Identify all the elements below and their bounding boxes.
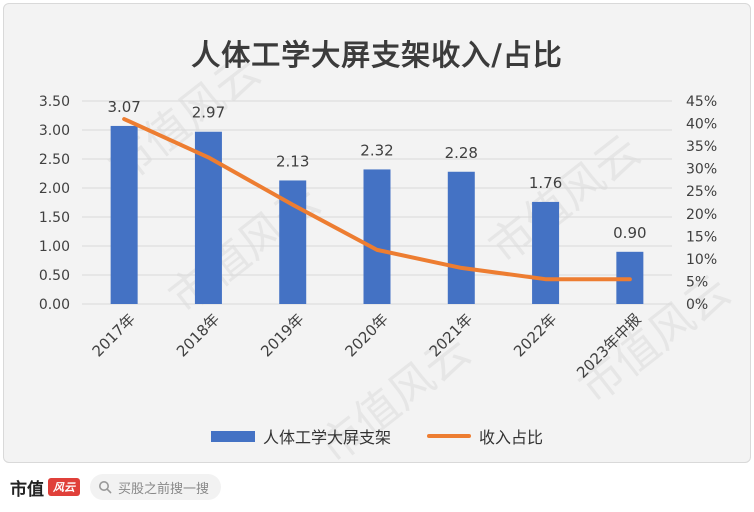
x-tick-label: 2018年 (173, 310, 223, 360)
legend-label-bar: 人体工学大屏支架 (262, 428, 391, 447)
y-left-tick-label: 3.50 (39, 94, 70, 110)
y-right-tick-label: 35% (686, 139, 717, 155)
brand-badge: 风云 (48, 478, 80, 496)
legend-label-line: 收入占比 (479, 428, 544, 447)
bar-data-label: 2.28 (445, 144, 478, 162)
x-tick-label: 2017年 (89, 310, 139, 360)
y-right-tick-label: 20% (686, 207, 717, 223)
bar (532, 201, 560, 304)
bar-data-label: 2.97 (192, 104, 225, 122)
x-tick-label: 2022年 (510, 310, 560, 360)
bar (447, 171, 475, 304)
brand-logo[interactable]: 市值 风云 (10, 475, 80, 500)
x-tick-label: 2020年 (341, 310, 391, 360)
y-left-tick-label: 0.50 (39, 268, 70, 284)
y-left-tick-label: 2.00 (39, 181, 70, 197)
y-right-tick-label: 5% (686, 274, 708, 290)
search-placeholder: 买股之前搜一搜 (118, 481, 210, 497)
bar (363, 169, 391, 304)
brand-name: 市值 (10, 479, 44, 500)
chart-title: 人体工学大屏支架收入/占比 (191, 38, 563, 72)
y-right-tick-label: 40% (686, 117, 717, 133)
footer-bar: 市值 风云 买股之前搜一搜 (0, 462, 754, 512)
y-right-tick-label: 15% (686, 229, 717, 245)
x-tick-label: 2021年 (426, 310, 476, 360)
bar-data-label: 2.32 (360, 141, 393, 159)
y-right-tick-label: 30% (686, 162, 717, 178)
bar-data-label: 3.07 (107, 98, 140, 116)
x-tick-label: 2023年中报 (573, 310, 645, 382)
x-tick-label: 2019年 (257, 310, 307, 360)
y-right-tick-label: 45% (686, 94, 717, 110)
y-left-tick-label: 0.00 (39, 297, 70, 313)
y-left-tick-label: 1.00 (39, 239, 70, 255)
legend-item-bar[interactable]: 人体工学大屏支架 (210, 424, 391, 448)
bar (110, 125, 138, 304)
chart-card: 市值风云 市值风云 市值风云 市值风云 市值风云 人体工学大屏支架收入/占比 0… (3, 3, 751, 463)
y-left-tick-label: 2.50 (39, 152, 70, 168)
bar-data-label: 0.90 (613, 224, 646, 242)
search-icon (99, 481, 112, 494)
search-box[interactable]: 买股之前搜一搜 (90, 474, 222, 500)
bar-data-label: 2.13 (276, 152, 309, 170)
legend-swatch-line (427, 434, 471, 438)
y-right-tick-label: 0% (686, 297, 708, 313)
legend-item-line[interactable]: 收入占比 (427, 424, 543, 448)
y-left-tick-label: 3.00 (39, 123, 70, 139)
y-right-tick-label: 25% (686, 184, 717, 200)
bar-data-label: 1.76 (529, 174, 562, 192)
y-left-tick-label: 1.50 (39, 210, 70, 226)
chart-plot: 0.00 0.50 1.00 1.50 2.00 2.50 3.00 3.50 0% 5% 10% 1… (39, 94, 717, 382)
y-right-tick-label: 10% (686, 252, 717, 268)
chart-legend: 人体工学大屏支架 收入占比 (4, 424, 750, 448)
legend-swatch-bar (210, 430, 255, 442)
